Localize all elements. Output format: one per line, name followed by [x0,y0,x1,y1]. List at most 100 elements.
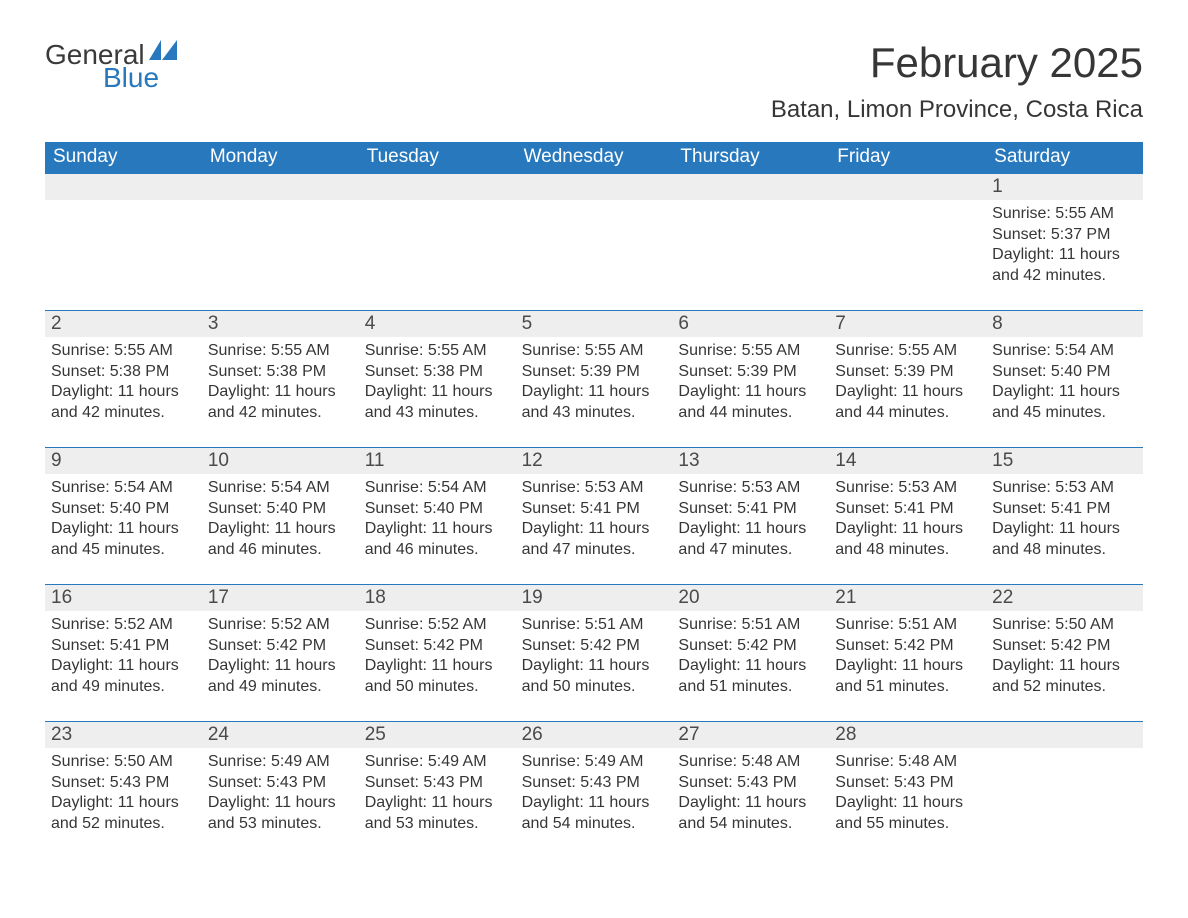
day-cell: Sunrise: 5:54 AMSunset: 5:40 PMDaylight:… [359,474,516,584]
daylight-line: Daylight: 11 hours and 52 minutes. [992,656,1137,697]
day-cell: Sunrise: 5:53 AMSunset: 5:41 PMDaylight:… [986,474,1143,584]
sunrise-line: Sunrise: 5:48 AM [678,752,823,772]
day-number [202,174,359,200]
sunrise-line: Sunrise: 5:55 AM [51,341,196,361]
daylight-line: Daylight: 11 hours and 45 minutes. [992,382,1137,423]
sunrise-line: Sunrise: 5:51 AM [522,615,667,635]
calendar-week: 1Sunrise: 5:55 AMSunset: 5:37 PMDaylight… [45,174,1143,310]
sunrise-line: Sunrise: 5:55 AM [365,341,510,361]
sunrise-line: Sunrise: 5:53 AM [835,478,980,498]
daylight-line: Daylight: 11 hours and 42 minutes. [208,382,353,423]
daylight-line: Daylight: 11 hours and 42 minutes. [51,382,196,423]
day-cell: Sunrise: 5:48 AMSunset: 5:43 PMDaylight:… [829,748,986,858]
day-cell: Sunrise: 5:55 AMSunset: 5:38 PMDaylight:… [45,337,202,447]
sunset-line: Sunset: 5:42 PM [208,636,353,656]
daylight-line: Daylight: 11 hours and 46 minutes. [208,519,353,560]
day-cell: Sunrise: 5:50 AMSunset: 5:42 PMDaylight:… [986,611,1143,721]
weekday-header: Sunday [45,142,202,174]
sunset-line: Sunset: 5:43 PM [678,773,823,793]
sunrise-line: Sunrise: 5:55 AM [678,341,823,361]
daylight-line: Daylight: 11 hours and 48 minutes. [992,519,1137,560]
sunrise-line: Sunrise: 5:53 AM [522,478,667,498]
weekday-header: Saturday [986,142,1143,174]
sunrise-line: Sunrise: 5:51 AM [835,615,980,635]
sunset-line: Sunset: 5:42 PM [678,636,823,656]
logo-text-blue: Blue [45,63,179,92]
day-cell: Sunrise: 5:52 AMSunset: 5:41 PMDaylight:… [45,611,202,721]
day-number: 5 [516,311,673,337]
sunset-line: Sunset: 5:43 PM [835,773,980,793]
daylight-line: Daylight: 11 hours and 51 minutes. [835,656,980,697]
day-cell: Sunrise: 5:55 AMSunset: 5:39 PMDaylight:… [672,337,829,447]
title-block: February 2025 Batan, Limon Province, Cos… [771,40,1143,124]
sunrise-line: Sunrise: 5:49 AM [365,752,510,772]
month-title: February 2025 [771,40,1143,86]
calendar-week: 2345678Sunrise: 5:55 AMSunset: 5:38 PMDa… [45,310,1143,447]
daylight-line: Daylight: 11 hours and 51 minutes. [678,656,823,697]
day-number [672,174,829,200]
day-number [359,174,516,200]
daylight-line: Daylight: 11 hours and 49 minutes. [208,656,353,697]
daylight-line: Daylight: 11 hours and 54 minutes. [678,793,823,834]
day-cell: Sunrise: 5:49 AMSunset: 5:43 PMDaylight:… [202,748,359,858]
day-cell: Sunrise: 5:54 AMSunset: 5:40 PMDaylight:… [202,474,359,584]
daylight-line: Daylight: 11 hours and 52 minutes. [51,793,196,834]
sunrise-line: Sunrise: 5:54 AM [365,478,510,498]
day-cell [829,200,986,310]
day-cell [672,200,829,310]
sunset-line: Sunset: 5:40 PM [365,499,510,519]
day-number [516,174,673,200]
day-number: 22 [986,585,1143,611]
day-content-row: Sunrise: 5:50 AMSunset: 5:43 PMDaylight:… [45,748,1143,858]
day-number-row: 16171819202122 [45,585,1143,611]
day-number: 28 [829,722,986,748]
day-cell: Sunrise: 5:51 AMSunset: 5:42 PMDaylight:… [516,611,673,721]
day-cell [202,200,359,310]
weekday-header-row: Sunday Monday Tuesday Wednesday Thursday… [45,142,1143,174]
sunset-line: Sunset: 5:43 PM [51,773,196,793]
day-number: 2 [45,311,202,337]
sunset-line: Sunset: 5:43 PM [522,773,667,793]
sunset-line: Sunset: 5:38 PM [208,362,353,382]
weekday-header: Wednesday [516,142,673,174]
sunrise-line: Sunrise: 5:50 AM [51,752,196,772]
day-cell [516,200,673,310]
day-number-row: 9101112131415 [45,448,1143,474]
day-number-row: 1 [45,174,1143,200]
sunset-line: Sunset: 5:40 PM [992,362,1137,382]
daylight-line: Daylight: 11 hours and 46 minutes. [365,519,510,560]
day-cell: Sunrise: 5:55 AMSunset: 5:38 PMDaylight:… [359,337,516,447]
day-cell: Sunrise: 5:51 AMSunset: 5:42 PMDaylight:… [829,611,986,721]
day-cell: Sunrise: 5:50 AMSunset: 5:43 PMDaylight:… [45,748,202,858]
day-content-row: Sunrise: 5:55 AMSunset: 5:37 PMDaylight:… [45,200,1143,310]
day-number [45,174,202,200]
sunset-line: Sunset: 5:42 PM [365,636,510,656]
sunrise-line: Sunrise: 5:54 AM [992,341,1137,361]
day-cell: Sunrise: 5:48 AMSunset: 5:43 PMDaylight:… [672,748,829,858]
weekday-header: Tuesday [359,142,516,174]
logo: General Blue [45,40,179,93]
sunset-line: Sunset: 5:41 PM [992,499,1137,519]
sunset-line: Sunset: 5:41 PM [51,636,196,656]
daylight-line: Daylight: 11 hours and 53 minutes. [208,793,353,834]
day-cell [359,200,516,310]
day-number: 13 [672,448,829,474]
sunrise-line: Sunrise: 5:51 AM [678,615,823,635]
day-number: 1 [986,174,1143,200]
day-number: 16 [45,585,202,611]
day-number: 18 [359,585,516,611]
day-cell: Sunrise: 5:55 AMSunset: 5:38 PMDaylight:… [202,337,359,447]
daylight-line: Daylight: 11 hours and 45 minutes. [51,519,196,560]
day-number: 11 [359,448,516,474]
day-number: 25 [359,722,516,748]
sunset-line: Sunset: 5:40 PM [51,499,196,519]
daylight-line: Daylight: 11 hours and 53 minutes. [365,793,510,834]
day-cell: Sunrise: 5:53 AMSunset: 5:41 PMDaylight:… [829,474,986,584]
page-header: General Blue February 2025 Batan, Limon … [45,40,1143,124]
daylight-line: Daylight: 11 hours and 50 minutes. [365,656,510,697]
calendar-week: 232425262728Sunrise: 5:50 AMSunset: 5:43… [45,721,1143,858]
weekday-header: Friday [829,142,986,174]
day-cell: Sunrise: 5:55 AMSunset: 5:37 PMDaylight:… [986,200,1143,310]
day-number: 27 [672,722,829,748]
weekday-header: Thursday [672,142,829,174]
